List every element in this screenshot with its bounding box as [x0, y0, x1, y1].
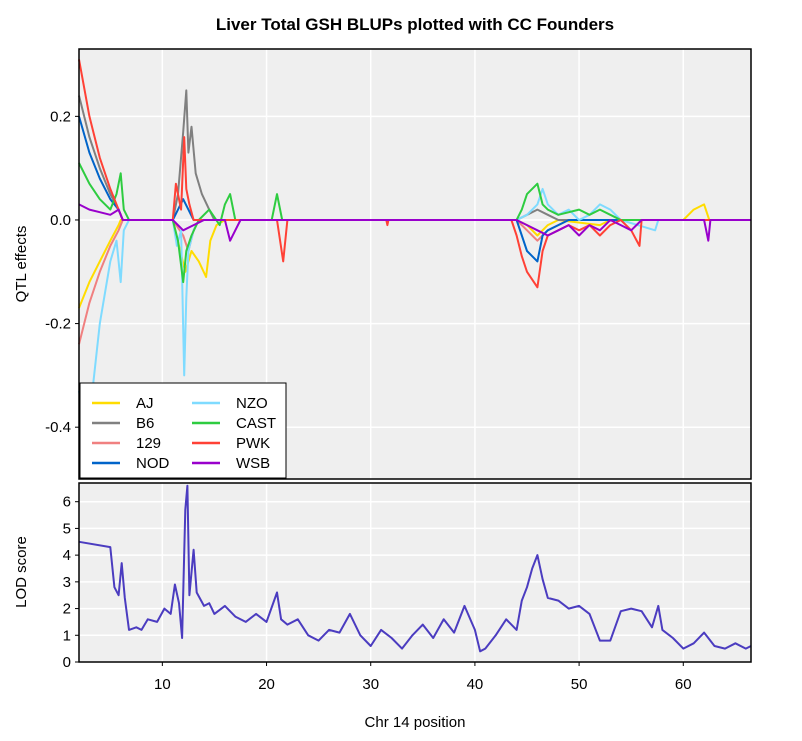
qtl-y-tick-label: -0.4	[45, 419, 71, 436]
lod-y-tick-label: 3	[63, 574, 71, 591]
lod-series-group	[78, 484, 752, 653]
qtl-effects-panel: -0.4 -0.2 0.0 0.2 QTL effects AJ B6 129 NOD NZO…	[13, 48, 752, 480]
chart-title: Liver Total GSH BLUPs plotted with CC Fo…	[216, 15, 614, 34]
x-tick-label: 20	[258, 676, 275, 693]
series-line-wsb	[78, 203, 751, 242]
lod-score-panel: 0 1 2 3 4 5 6 10 20 30 40 50 60 LOD score Chr 14 po…	[13, 482, 752, 731]
x-tick-label: 10	[154, 676, 171, 693]
x-tick-labels: 10 20 30 40 50 60	[154, 662, 692, 693]
x-tick-label: 40	[467, 676, 484, 693]
lod-y-tick-labels: 0 1 2 3 4 5 6	[63, 494, 79, 671]
lod-y-tick-label: 2	[63, 601, 71, 618]
qtl-series-group	[78, 59, 751, 439]
lod-score-line	[78, 484, 752, 653]
legend-label-cast: CAST	[236, 415, 276, 432]
qtl-panel-border	[78, 48, 752, 480]
series-line-pwk	[78, 59, 751, 289]
series-line-cast	[78, 162, 751, 284]
legend: AJ B6 129 NOD NZO CAST PWK WSB	[79, 382, 287, 479]
lod-y-tick-label: 5	[63, 520, 71, 537]
legend-label-nod: NOD	[136, 455, 170, 472]
lod-y-tick-label: 0	[63, 654, 71, 671]
legend-label-b6: B6	[136, 415, 154, 432]
x-tick-label: 30	[362, 676, 379, 693]
lod-panel-border	[78, 482, 752, 663]
legend-label-129: 129	[136, 435, 161, 452]
series-line-nod	[78, 116, 751, 263]
x-tick-label: 60	[675, 676, 692, 693]
qtl-y-tick-label: -0.2	[45, 316, 71, 333]
legend-items: AJ B6 129 NOD NZO CAST PWK WSB	[92, 395, 276, 472]
qtl-y-tick-label: 0.0	[50, 212, 71, 229]
qtl-gridlines	[79, 49, 751, 479]
lod-y-tick-label: 1	[63, 627, 71, 644]
legend-label-pwk: PWK	[236, 435, 270, 452]
legend-label-wsb: WSB	[236, 455, 270, 472]
qtl-y-tick-labels: -0.4 -0.2 0.0 0.2	[45, 108, 79, 436]
lod-y-tick-label: 4	[63, 547, 71, 564]
x-axis-label: Chr 14 position	[365, 714, 466, 731]
legend-label-nzo: NZO	[236, 395, 268, 412]
legend-label-aj: AJ	[136, 395, 154, 412]
qtl-y-axis-label: QTL effects	[13, 226, 30, 303]
x-tick-label: 50	[571, 676, 588, 693]
lod-y-axis-label: LOD score	[13, 536, 30, 608]
lod-y-tick-label: 6	[63, 494, 71, 511]
qtl-y-tick-label: 0.2	[50, 108, 71, 125]
